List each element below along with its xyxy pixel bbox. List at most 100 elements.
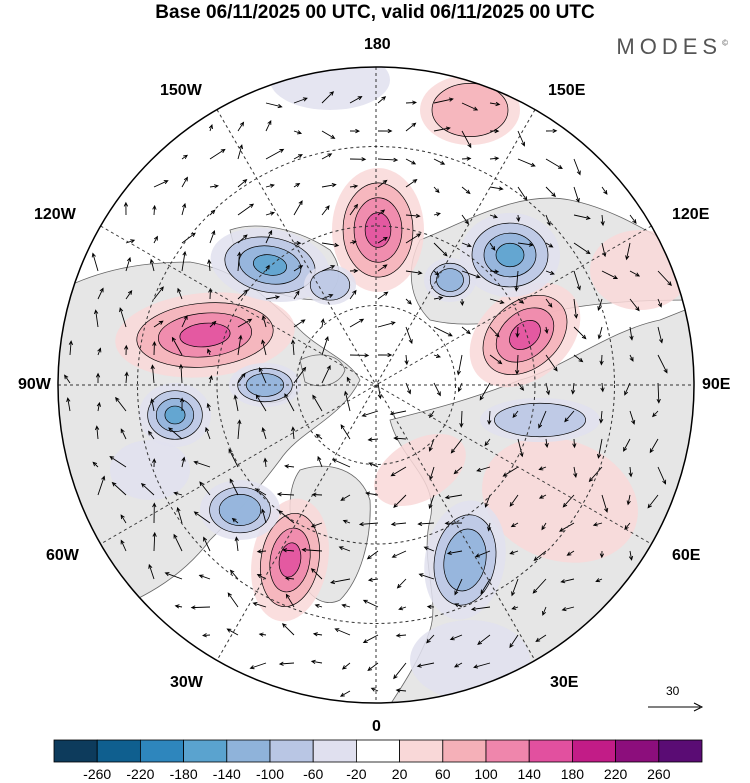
wind-vector: [509, 550, 519, 555]
wind-vector: [361, 410, 379, 417]
wind-vector: [111, 481, 127, 496]
wind-vector: [573, 186, 580, 203]
wind-vector: [532, 578, 547, 594]
colorbar-label: 180: [560, 766, 585, 782]
wind-vector: [405, 158, 417, 165]
colorbar-swatch: [139, 739, 184, 763]
wind-vector: [334, 628, 351, 636]
wind-vector: [395, 688, 407, 693]
wind-vector: [595, 578, 603, 583]
wind-vector: [124, 344, 129, 356]
wind-vector: [600, 382, 605, 393]
colorbar-swatch: [53, 739, 98, 763]
wind-vector: [571, 382, 576, 395]
wind-vector: [109, 456, 127, 468]
wind-vector: [484, 438, 491, 447]
colorbar-label: -100: [255, 766, 285, 782]
colorbar-swatch: [355, 739, 400, 763]
anomaly-contour: [431, 83, 509, 137]
colorbar-label: 220: [603, 766, 628, 782]
wind-vector: [433, 97, 454, 104]
wind-vector: [428, 494, 435, 510]
wind-vector: [153, 235, 158, 244]
wind-vector: [535, 634, 547, 643]
wind-vector: [301, 547, 323, 553]
wind-vector: [349, 128, 361, 134]
wind-vector: [153, 286, 164, 300]
wind-vector: [433, 186, 440, 194]
colorbar-swatch: [269, 739, 314, 763]
wind-vector: [629, 354, 634, 362]
wind-vector: [377, 179, 388, 188]
wind-vector: [321, 91, 335, 104]
wind-vector: [404, 354, 409, 366]
wind-vector: [489, 214, 499, 219]
lon-label-120e: 120E: [672, 206, 710, 223]
wind-vector: [321, 130, 336, 139]
wind-vector: [487, 522, 492, 532]
wind-vector: [284, 393, 295, 412]
wind-vector: [265, 183, 275, 188]
wind-vector: [368, 462, 379, 468]
wind-vector: [174, 604, 183, 609]
wind-vector: [405, 233, 422, 244]
wind-vector: [393, 436, 407, 441]
lon-label-150e: 150E: [548, 82, 586, 99]
wind-vector: [258, 632, 267, 637]
colorbar-swatch: [183, 739, 228, 763]
wind-vector: [341, 662, 351, 670]
wind-vector: [657, 466, 667, 485]
wind-vector: [538, 410, 547, 429]
wind-vector: [461, 214, 469, 225]
wind-vector: [629, 410, 636, 425]
wind-vector: [545, 298, 553, 308]
wind-vector: [95, 372, 101, 384]
colorbar-swatch: [399, 739, 444, 763]
wind-vector: [474, 550, 491, 558]
wind-vector: [237, 289, 249, 300]
wind-vector: [433, 270, 440, 276]
wind-vector: [533, 550, 547, 561]
wind-vector: [628, 550, 634, 561]
wind-vector: [278, 661, 295, 666]
wind-vector: [479, 382, 491, 401]
wind-vector: [545, 128, 558, 134]
wind-vector: [177, 287, 183, 300]
wind-vector: [572, 438, 577, 449]
wind-vector: [193, 511, 211, 524]
wind-vector: [173, 491, 183, 496]
wind-vector: [321, 294, 334, 300]
wind-vector: [405, 213, 421, 218]
wind-vector: [179, 397, 185, 412]
wind-vector: [120, 539, 127, 552]
wind-vector: [123, 201, 129, 216]
meridian-line: [100, 225, 652, 545]
wind-vector: [489, 128, 500, 134]
wind-vector: [489, 269, 500, 274]
wind-vector: [120, 428, 127, 440]
wind-vector: [282, 548, 295, 553]
wind-vector: [573, 158, 581, 176]
wind-vector: [255, 394, 267, 412]
anomaly-contour: [494, 402, 586, 438]
wind-vector: [261, 426, 267, 440]
wind-vectors: [64, 91, 672, 697]
wind-vector: [545, 270, 555, 275]
wind-vector: [377, 264, 388, 272]
wind-vector: [489, 101, 501, 107]
wind-vector: [405, 179, 418, 188]
wind-vector: [256, 549, 267, 554]
lon-label-180: 180: [364, 36, 391, 53]
wind-vector: [293, 97, 308, 104]
wind-vector: [233, 394, 239, 412]
wind-vector: [164, 572, 183, 580]
wind-vector: [321, 265, 336, 272]
wind-vector: [517, 438, 524, 458]
wind-vector: [203, 536, 211, 552]
wind-vector: [592, 522, 603, 527]
wind-vector: [265, 119, 272, 132]
wind-vector: [625, 242, 631, 261]
wind-vector: [198, 574, 211, 580]
wind-vector: [237, 121, 245, 132]
